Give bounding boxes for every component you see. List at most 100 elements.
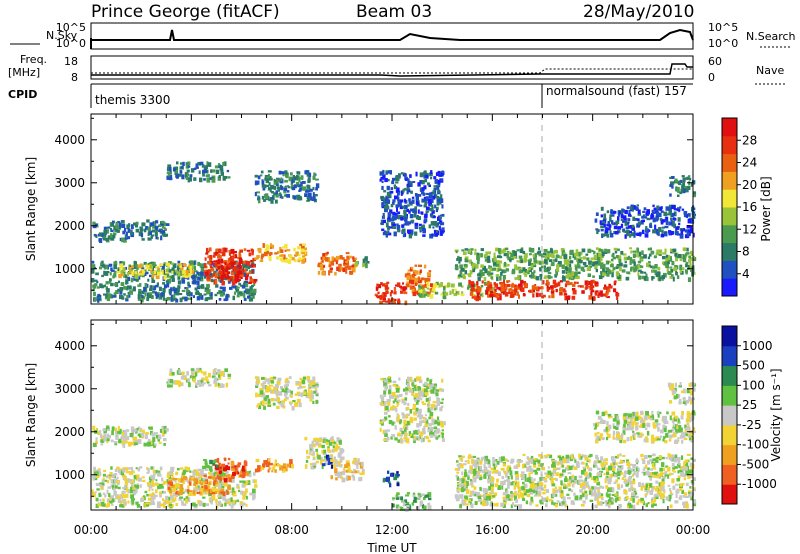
scatter-cell-13-28 <box>404 397 408 401</box>
scatter-cell-5-52 <box>269 252 273 255</box>
scatter-cell-6-45 <box>322 253 326 258</box>
scatter-cell-3-90 <box>215 248 218 254</box>
scatter-cell-14-43 <box>502 504 506 508</box>
scatter-cell-4-38 <box>188 477 192 481</box>
scatter-cell-12-343 <box>570 276 575 281</box>
scatter-cell-13-170 <box>415 407 419 412</box>
scatter-cell-12-193 <box>526 270 531 273</box>
scatter-cell-12-330 <box>672 248 677 253</box>
scatter-cell-0-333 <box>227 280 231 284</box>
scatter-cell-12-453 <box>546 266 550 269</box>
scatter-cell-3-32 <box>298 385 303 389</box>
scatter-cell-15-116 <box>387 170 392 174</box>
scatter-cell-10-16 <box>461 285 464 288</box>
scatter-cell-15-250 <box>423 185 427 190</box>
scatter-cell-3-12 <box>250 248 253 252</box>
scatter-cell-3-147 <box>261 384 266 389</box>
scatter-cell-10-20 <box>361 470 365 475</box>
scatter-cell-5-36 <box>218 462 221 467</box>
scatter-cell-14-117 <box>262 187 266 191</box>
scatter-cell-4-21 <box>179 484 184 489</box>
scatter-cell-14-114 <box>300 181 303 186</box>
scatter-cell-2-48 <box>211 375 216 379</box>
scatter-cell-3-110 <box>281 400 285 404</box>
scatter-cell-10-57 <box>359 472 363 476</box>
scatter-cell-13-92 <box>383 392 386 397</box>
scatter-cell-12-482 <box>571 271 574 276</box>
scatter-cell-8-25 <box>385 289 389 293</box>
scatter-cell-11-23 <box>499 281 503 285</box>
scatter-cell-16-190 <box>687 218 692 224</box>
scatter-cell-12-440 <box>533 259 537 263</box>
scatter-cell-4-59 <box>179 491 183 496</box>
scatter-cell-3-97 <box>280 403 285 408</box>
scatter-cell-10-50 <box>440 292 444 296</box>
scatter-cell-0-356 <box>231 503 235 506</box>
colorbar-segment-8 <box>722 135 737 155</box>
scatter-cell-10-23 <box>334 468 338 474</box>
scatter-cell-1-112 <box>114 228 119 232</box>
scatter-cell-5-59 <box>221 463 225 468</box>
scatter-cell-11-50 <box>548 295 551 299</box>
scatter-cell-3-126 <box>217 254 221 259</box>
scatter-cell-10-52 <box>337 471 341 475</box>
scatter-cell-3-37 <box>295 381 300 385</box>
scatter-cell-13-286 <box>412 438 417 441</box>
scatter-cell-0-210 <box>94 469 98 473</box>
scatter-cell-1-38 <box>151 234 155 237</box>
scatter-cell-0-297 <box>165 495 169 501</box>
scatter-cell-0-76 <box>123 287 127 290</box>
scatter-cell-17-40 <box>682 177 686 183</box>
scatter-cell-0-197 <box>177 280 182 285</box>
scatter-cell-3-122 <box>311 394 314 400</box>
scatter-cell-12-411 <box>458 259 461 264</box>
scatter-cell-3-106 <box>215 251 219 256</box>
scatter-cell-13-258 <box>416 399 420 403</box>
scatter-cell-13-249 <box>415 376 420 382</box>
scatter-cell-12-430 <box>671 274 674 277</box>
scatter-cell-15-233 <box>382 215 386 219</box>
scatter-cell-2-72 <box>156 269 160 273</box>
scatter-cell-0-180 <box>196 476 200 480</box>
scatter-cell-14-63 <box>315 187 318 191</box>
scatter-cell-16-146 <box>606 233 610 238</box>
scatter-cell-2-60 <box>200 371 203 374</box>
scatter-cell-13-71 <box>395 409 398 413</box>
scatter-cell-0-254 <box>93 471 97 477</box>
scatter-cell-10-18 <box>453 293 458 297</box>
scatter-cell-3-21 <box>215 266 218 270</box>
scatter-cell-7-18 <box>289 463 293 468</box>
scatter-cell-6-31 <box>320 256 325 260</box>
scatter-cell-14-112 <box>265 178 270 184</box>
scatter-cell-0-364 <box>135 278 139 282</box>
scatter-cell-0-517 <box>144 283 148 288</box>
scatter-cell-13-165 <box>393 407 398 411</box>
scatter-cell-13-137 <box>409 433 413 438</box>
scatter-cell-13-172 <box>440 405 444 409</box>
scatter-cell-11-102 <box>508 288 511 293</box>
scatter-cell-1-80 <box>163 429 167 434</box>
scatter-cell-0-19 <box>126 471 130 474</box>
scatter-cell-7-37 <box>279 465 283 468</box>
scatter-cell-12-505 <box>464 256 469 260</box>
scatter-cell-0-516 <box>231 265 234 270</box>
scatter-cell-12-68 <box>648 253 652 257</box>
scatter-cell-15-290 <box>424 201 428 205</box>
scatter-cell-6-59 <box>351 264 355 268</box>
scatter-cell-15-93 <box>409 208 413 212</box>
scatter-cell-12-153 <box>495 247 499 252</box>
scatter-cell-3-128 <box>229 257 232 261</box>
scatter-cell-14-73 <box>640 497 644 503</box>
scatter-cell-12-424 <box>570 276 574 279</box>
scatter-cell-3-14 <box>310 379 313 385</box>
scatter-cell-12-220 <box>675 257 678 262</box>
scatter-cell-14-134 <box>293 184 297 189</box>
scatter-cell-8-32 <box>381 293 384 299</box>
scatter-cell-0-215 <box>137 297 142 301</box>
scatter-cell-12-477 <box>552 250 555 254</box>
scatter-cell-5-53 <box>281 246 285 249</box>
scatter-cell-10-45 <box>338 462 341 466</box>
scatter-cell-1-119 <box>117 426 120 431</box>
scatter-cell-14-32 <box>268 176 272 181</box>
scatter-cell-8-67 <box>315 440 319 446</box>
